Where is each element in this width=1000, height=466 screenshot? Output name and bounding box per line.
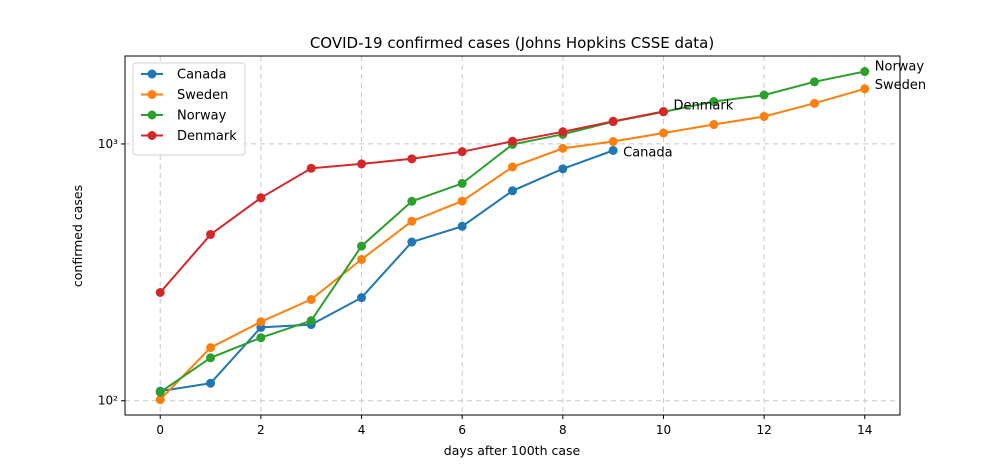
data-point-canada (508, 186, 517, 196)
data-point-sweden (709, 120, 719, 130)
y-tick-label: 10³ (98, 137, 118, 151)
legend-label: Norway (177, 109, 227, 124)
x-tick-label: 6 (458, 423, 466, 437)
data-point-canada (457, 221, 467, 231)
data-point-denmark (558, 127, 568, 137)
series-sweden (155, 84, 870, 405)
y-axis-label: confirmed cases (70, 185, 85, 287)
series-layer (155, 67, 870, 405)
ticks: 0 2 4 6 8 10 12 14 10² 10³ (98, 137, 873, 437)
data-point-sweden (508, 162, 517, 172)
legend-label: Canada (177, 68, 226, 83)
data-point-sweden (558, 143, 568, 153)
data-point-norway (809, 77, 819, 87)
series-canada (155, 145, 618, 396)
end-labels: Canada Sweden Norway Denmark (623, 60, 926, 161)
data-point-canada (357, 293, 367, 303)
x-tick-label: 14 (857, 423, 872, 437)
data-point-denmark (457, 147, 467, 157)
series-line-norway (159, 70, 866, 394)
x-tick-label: 8 (559, 423, 567, 437)
legend-label: Denmark (177, 129, 237, 144)
data-point-sweden (206, 343, 216, 353)
data-point-canada (407, 237, 417, 247)
series-line-sweden (159, 87, 866, 401)
data-point-canada (206, 378, 216, 388)
data-point-norway (759, 90, 769, 100)
legend-item-sweden: Sweden (141, 88, 228, 103)
end-label-sweden: Sweden (875, 78, 926, 93)
data-point-norway (457, 178, 467, 188)
series-line-canada (160, 149, 614, 393)
data-point-denmark (407, 154, 417, 164)
x-tick-label: 12 (756, 423, 771, 437)
data-point-norway (407, 196, 417, 206)
x-tick-label: 10 (656, 423, 671, 437)
legend-box (132, 62, 246, 156)
data-point-norway (306, 316, 316, 326)
data-point-sweden (608, 137, 618, 147)
data-point-sweden (759, 111, 769, 121)
data-point-denmark (206, 229, 216, 239)
data-point-sweden (357, 254, 367, 264)
data-point-denmark (508, 136, 517, 146)
data-point-sweden (407, 216, 417, 226)
data-point-norway (709, 97, 719, 107)
data-point-norway (357, 241, 367, 251)
data-point-denmark (357, 159, 367, 169)
data-point-norway (155, 387, 165, 397)
data-point-denmark (256, 193, 266, 203)
legend-swatch-marker (147, 90, 157, 99)
legend: Canada Sweden Norway Denmark (132, 62, 246, 156)
plot-area (124, 55, 901, 416)
end-label-canada: Canada (623, 145, 672, 160)
data-point-canada (608, 145, 618, 155)
legend-swatch-marker (147, 69, 157, 79)
data-point-sweden (658, 128, 668, 138)
x-tick-label: 2 (257, 423, 265, 437)
end-label-norway: Norway (875, 60, 925, 75)
data-point-norway (206, 353, 216, 363)
legend-item-norway: Norway (141, 109, 227, 124)
x-axis-label: days after 100th case (444, 443, 581, 458)
chart-title: COVID-19 confirmed cases (Johns Hopkins … (310, 34, 714, 52)
data-point-sweden (306, 294, 316, 304)
x-tick-label: 0 (156, 423, 164, 437)
data-point-denmark (658, 107, 668, 117)
data-point-sweden (809, 98, 819, 108)
legend-item-canada: Canada (141, 68, 226, 83)
y-tick-label: 10² (98, 394, 118, 408)
data-point-sweden (860, 84, 870, 94)
data-point-denmark (155, 287, 165, 297)
data-point-norway (256, 333, 266, 343)
legend-swatch-marker (147, 131, 157, 140)
data-point-sweden (457, 196, 467, 206)
data-point-denmark (608, 116, 618, 126)
end-label-denmark: Denmark (673, 99, 733, 114)
x-tick-label: 4 (358, 423, 366, 437)
data-point-canada (558, 164, 568, 174)
data-point-norway (860, 67, 870, 77)
legend-item-denmark: Denmark (141, 129, 237, 144)
series-denmark (155, 107, 668, 297)
legend-label: Sweden (177, 88, 228, 103)
data-point-sweden (256, 317, 266, 327)
data-point-denmark (306, 163, 316, 173)
legend-swatch-marker (147, 110, 157, 120)
data-point-sweden (155, 395, 165, 405)
